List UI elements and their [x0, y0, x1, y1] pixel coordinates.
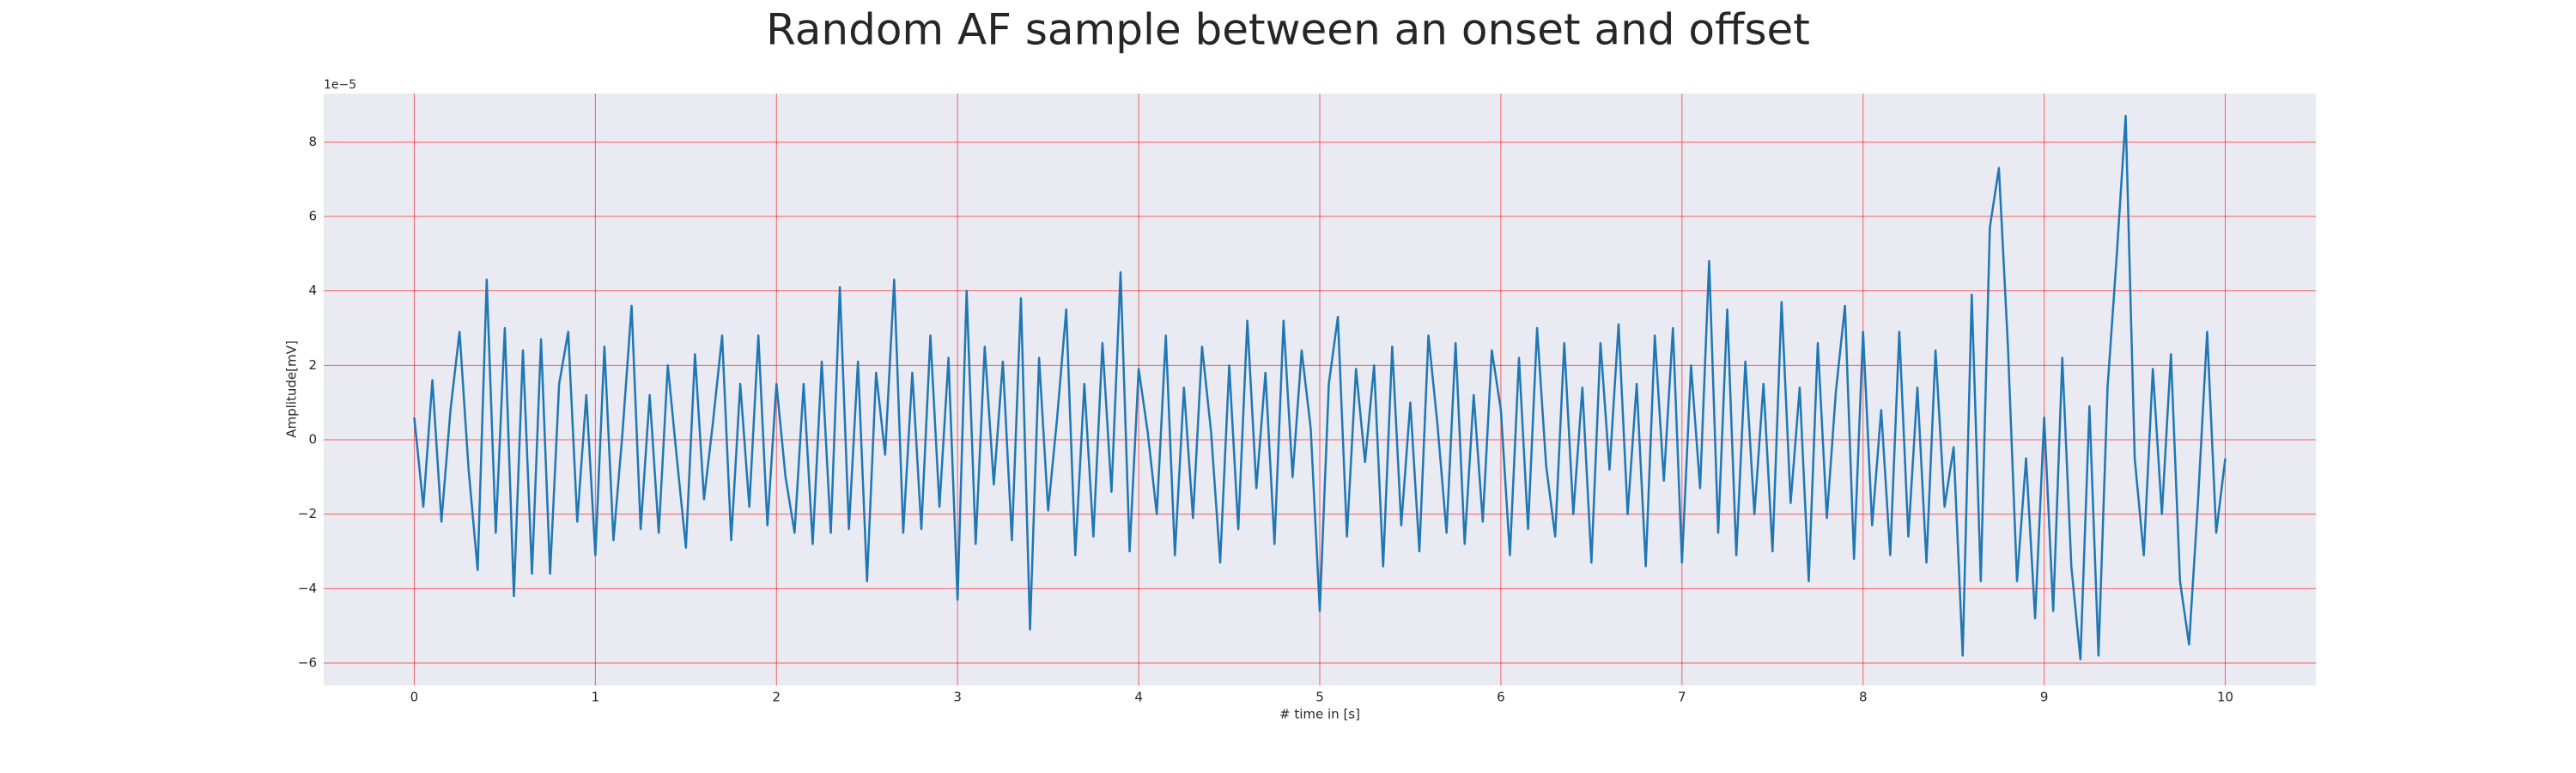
x-axis-label: # time in [s]	[1279, 707, 1360, 722]
x-tick-label: 7	[1678, 690, 1686, 705]
x-tick-label: 1	[592, 690, 600, 705]
chart-title: Random AF sample between an onset and of…	[766, 5, 1810, 55]
y-tick-label: 6	[308, 209, 317, 224]
signal-line	[413, 114, 2227, 660]
x-tick-label: 10	[2217, 690, 2233, 705]
x-tick-label: 4	[1134, 690, 1143, 705]
y-tick-label: 2	[308, 357, 317, 373]
y-tick-label: −4	[298, 581, 317, 596]
y-tick-label: 0	[308, 432, 317, 447]
x-tick-label: 5	[1315, 690, 1324, 705]
y-tick-label: −2	[298, 506, 317, 521]
x-tick-label: 9	[2040, 690, 2049, 705]
y-tick-label: 8	[308, 134, 317, 149]
x-tick-label: 3	[953, 690, 962, 705]
y-tick-label: −6	[298, 655, 317, 671]
y-axis-label: Amplitude[mV]	[284, 340, 300, 437]
x-tick-label: 0	[410, 690, 419, 705]
x-tick-label: 8	[1859, 690, 1868, 705]
y-tick-label: 4	[308, 283, 317, 298]
x-tick-label: 2	[772, 690, 781, 705]
offset-label: 1e−5	[324, 78, 356, 92]
x-tick-label: 6	[1497, 690, 1505, 705]
